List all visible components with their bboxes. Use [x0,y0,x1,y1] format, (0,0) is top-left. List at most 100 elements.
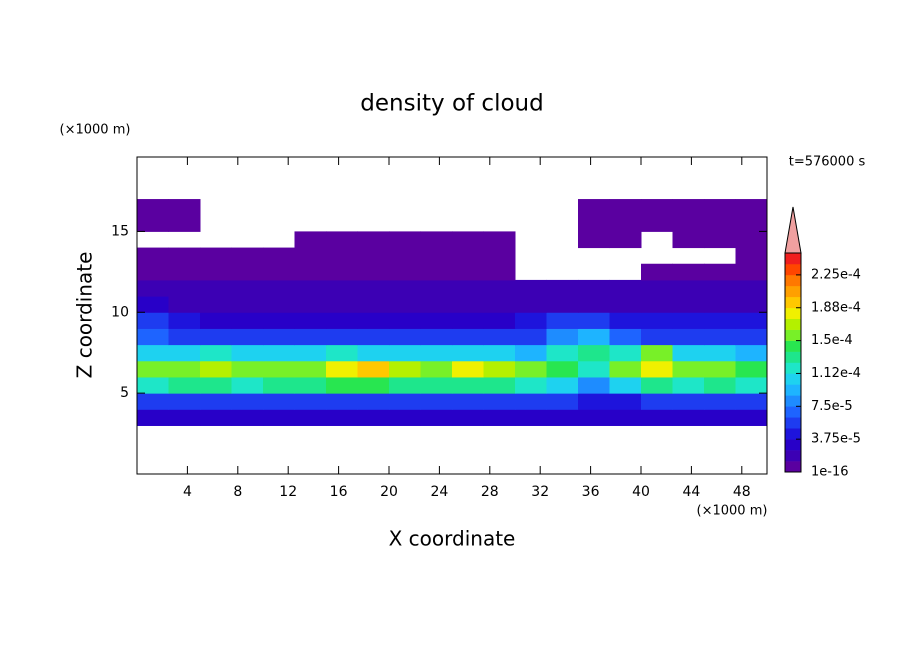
x-tick-label: 8 [233,484,242,500]
contour-cell [200,312,232,329]
contour-cell [326,247,358,265]
x-tick-label: 28 [481,484,499,500]
contour-cell [263,279,295,297]
contour-cell [515,344,547,362]
contour-cell [452,376,484,394]
contour-cell [735,215,768,232]
contour-cell [515,360,547,378]
contour-cell [578,231,610,249]
contour-cell [357,312,390,329]
contour-cell [420,393,453,410]
contour-cell [546,296,579,313]
contour-cell [389,231,421,249]
x-tick-label: 48 [733,484,751,500]
contour-cell [641,409,673,426]
x-tick-label: 24 [430,484,448,500]
contour-cell [641,344,673,362]
contour-cell [609,279,642,297]
contour-cell [420,376,453,394]
contour-cell [641,199,673,216]
contour-cell [452,312,484,329]
contour-cell [200,376,232,394]
contour-cell [452,344,484,362]
contour-cell [200,344,232,362]
contour-cell [420,344,453,362]
colorbar-tick-label: 1.5e-4 [811,333,853,348]
contour-cell [389,344,421,362]
contour-cell [420,312,453,329]
contour-cell [294,263,327,281]
contour-cell [389,360,421,378]
contour-cell [420,409,453,426]
contour-cell [483,409,516,426]
contour-cell [420,296,453,313]
contour-cell [294,376,327,394]
contour-cell [137,360,169,378]
contour-cell [672,231,705,249]
contour-cell [704,296,736,313]
contour-cell [704,279,736,297]
contour-cell [641,312,673,329]
contour-cell [294,231,327,249]
contour-cell [515,296,547,313]
contour-cell [420,279,453,297]
contour-cell [389,296,421,313]
colorbar-band [785,351,801,363]
contour-cell [200,360,232,378]
contour-cell [672,312,705,329]
contour-cell [704,231,736,249]
contour-cell [546,328,579,346]
contour-cell [546,279,579,297]
contour-cell [483,312,516,329]
x-tick-label: 16 [330,484,348,500]
contour-cell [168,263,201,281]
contour-cell [609,393,642,410]
contour-cell [168,344,201,362]
contour-cell [168,296,201,313]
contour-cell [200,393,232,410]
contour-cell [389,279,421,297]
contour-cell [452,409,484,426]
contour-cell [704,263,736,281]
colorbar-band [785,296,801,309]
contour-cell [389,247,421,265]
contour-cell [609,231,642,249]
contour-cell [735,231,768,249]
contour-cell [357,247,390,265]
contour-cell [231,263,264,281]
contour-cell [483,344,516,362]
contour-cell [483,263,516,281]
contour-cell [578,376,610,394]
contour-cell [515,409,547,426]
contour-cell [704,409,736,426]
contour-cell [672,215,705,232]
colorbar-band [785,329,801,341]
contour-cell [609,328,642,346]
contour-cell [641,328,673,346]
contour-cell [735,312,768,329]
contour-cell [483,328,516,346]
contour-cell [231,360,264,378]
contour-cell [294,247,327,265]
contour-cell [137,296,169,313]
contour-cell [515,328,547,346]
contour-cell [389,376,421,394]
contour-cell [263,328,295,346]
contour-cell [546,409,579,426]
contour-cell [263,360,295,378]
contour-cell [168,409,201,426]
colorbar-band [785,340,801,352]
y-tick-label: 5 [120,385,129,401]
colorbar-band [785,395,801,407]
contour-cell [546,344,579,362]
contour-cell [326,312,358,329]
contour-cell [546,360,579,378]
contour-cell [420,360,453,378]
contour-cell [672,344,705,362]
contour-cell [326,344,358,362]
colorbar-band [785,417,801,429]
colorbar-band [785,307,801,319]
contour-cell [263,344,295,362]
contour-cell [641,296,673,313]
colorbar-band [785,263,801,276]
